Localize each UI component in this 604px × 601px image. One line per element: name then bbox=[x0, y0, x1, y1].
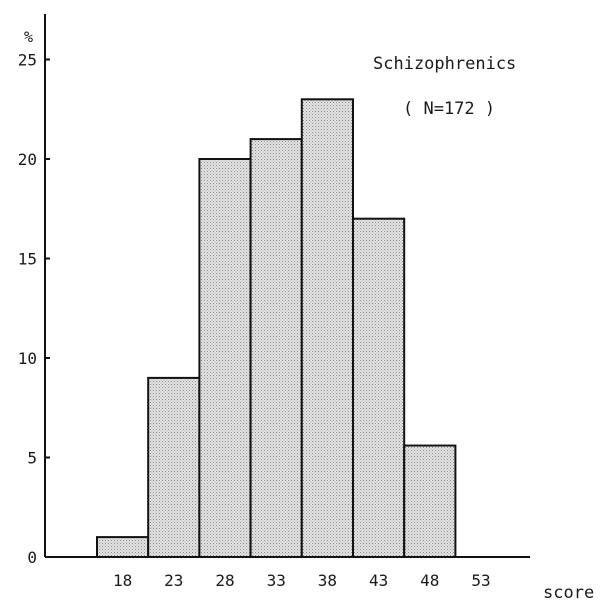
axes-group bbox=[44, 14, 530, 558]
y-tick-label-15: 15 bbox=[18, 250, 37, 269]
y-tick-label-20: 20 bbox=[18, 150, 37, 169]
bars-group bbox=[96, 98, 457, 559]
bar-33 bbox=[249, 138, 303, 558]
y-tick-label-10: 10 bbox=[18, 349, 37, 368]
chart-subtitle: ( N=172 ) bbox=[403, 99, 495, 119]
x-tick-label-28: 28 bbox=[215, 571, 234, 590]
x-tick-label-23: 23 bbox=[164, 571, 183, 590]
x-tick-label-18: 18 bbox=[113, 571, 132, 590]
bar-48 bbox=[403, 444, 457, 558]
chart-title: Schizophrenics bbox=[373, 54, 516, 74]
bar-43 bbox=[352, 217, 406, 558]
bar-23 bbox=[147, 376, 201, 558]
x-tick-label-33: 33 bbox=[267, 571, 286, 590]
x-axis-label: score bbox=[543, 583, 594, 601]
bar-28 bbox=[198, 158, 252, 558]
y-unit-label: % bbox=[24, 28, 33, 46]
y-tick-label-5: 5 bbox=[27, 449, 37, 468]
y-tick-label-0: 0 bbox=[27, 548, 37, 567]
x-tick-label-43: 43 bbox=[369, 571, 388, 590]
y-ticks-group: 0 5 10 15 20 25 bbox=[18, 51, 50, 567]
x-ticks-group: 18 23 28 33 38 43 48 53 bbox=[113, 571, 491, 590]
y-tick-label-25: 25 bbox=[18, 51, 37, 70]
bar-18 bbox=[96, 536, 150, 558]
bar-38 bbox=[300, 98, 354, 559]
x-tick-label-48: 48 bbox=[420, 571, 439, 590]
x-tick-label-53: 53 bbox=[471, 571, 490, 590]
x-tick-label-38: 38 bbox=[318, 571, 337, 590]
